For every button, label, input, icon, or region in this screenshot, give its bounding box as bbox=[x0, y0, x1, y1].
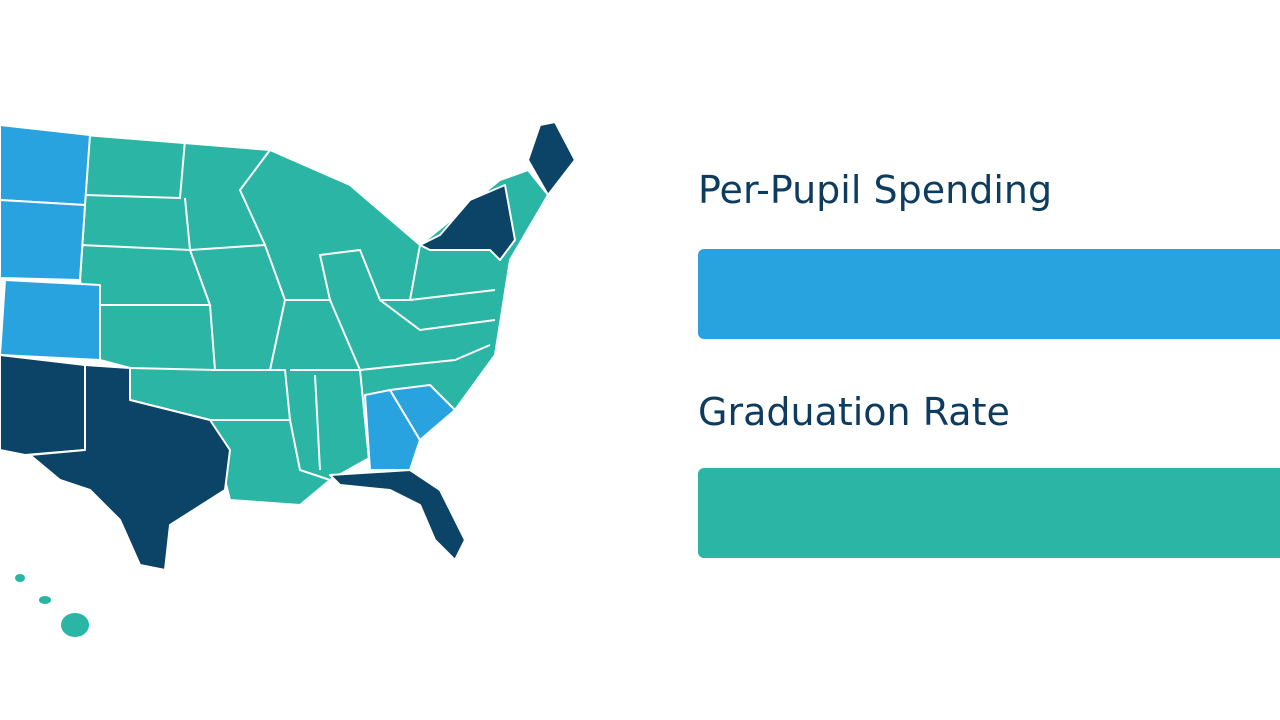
map-region bbox=[0, 354, 86, 456]
map-region bbox=[364, 389, 421, 471]
map-region bbox=[0, 279, 101, 361]
map-region bbox=[29, 364, 231, 571]
map-region bbox=[329, 469, 466, 561]
spending-bar bbox=[698, 249, 1280, 339]
map-region bbox=[0, 199, 86, 281]
map-region bbox=[15, 574, 25, 582]
map-region bbox=[39, 596, 51, 604]
panel-label: Graduation Rate bbox=[698, 390, 1010, 434]
us-map bbox=[0, 121, 576, 637]
graduation-bar bbox=[698, 468, 1280, 558]
map-region bbox=[527, 121, 576, 196]
map-region bbox=[0, 124, 91, 206]
map-region bbox=[389, 384, 456, 441]
map-region bbox=[419, 184, 516, 261]
panel-label: Per-Pupil Spending bbox=[698, 168, 1053, 212]
map-region bbox=[61, 613, 89, 637]
